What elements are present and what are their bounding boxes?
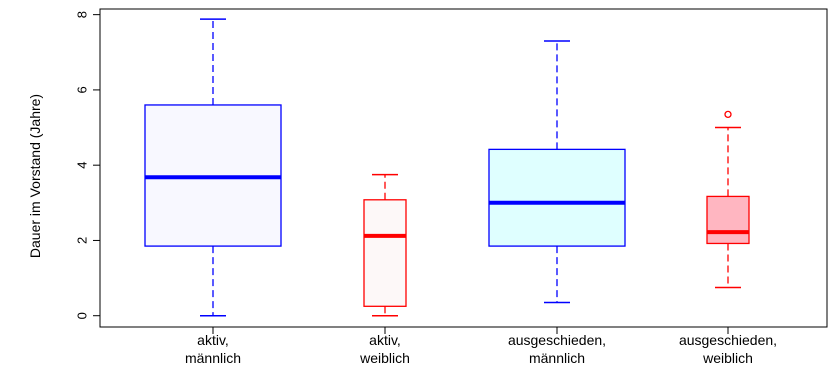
box-iqr (363, 199, 407, 307)
x-tick-label: aktiv, weiblich (359, 332, 410, 366)
x-tick-label-line: aktiv, (369, 332, 401, 348)
box-group (363, 173, 407, 317)
plot-frame (99, 8, 828, 328)
x-tick-label-line: weiblich (359, 350, 410, 366)
x-tick-label: aktiv, männlich (185, 332, 241, 366)
x-tick-label: ausgeschieden, weiblich (679, 332, 777, 366)
box-group (488, 40, 626, 304)
box-group (144, 18, 282, 317)
y-tick-label: 0 (75, 312, 90, 319)
x-tick-label: ausgeschieden, männlich (508, 332, 606, 366)
plot-area (144, 18, 750, 317)
outlier-point (724, 110, 732, 119)
x-tick-label-line: weiblich (702, 350, 753, 366)
y-tick-label: 4 (75, 162, 90, 169)
y-tick-label: 2 (75, 237, 90, 244)
box-iqr (706, 195, 750, 245)
x-tick-label-line: männlich (529, 350, 585, 366)
x-tick-label-line: ausgeschieden, (508, 332, 606, 348)
box-iqr (488, 148, 626, 247)
box-group (706, 110, 750, 289)
x-tick-label-line: männlich (185, 350, 241, 366)
y-tick-label: 6 (75, 86, 90, 93)
y-tick-label: 8 (75, 11, 90, 18)
y-axis-title: Dauer im Vorstand (Jahre) (27, 94, 43, 258)
x-tick-label-line: aktiv, (197, 332, 229, 348)
x-tick-label-line: ausgeschieden, (679, 332, 777, 348)
